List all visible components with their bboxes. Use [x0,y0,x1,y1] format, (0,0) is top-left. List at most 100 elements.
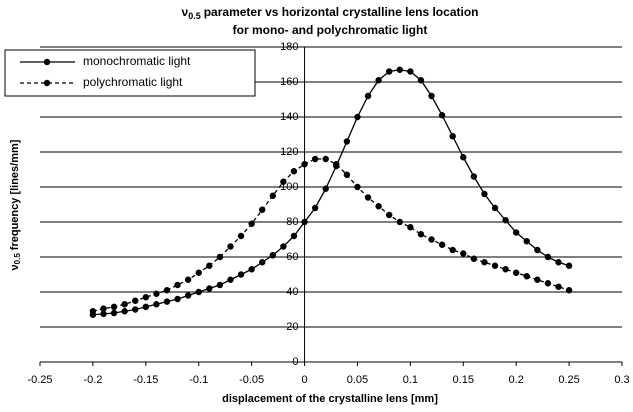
y-axis-label: ν0.5 frequency [lines/mm] [9,139,22,270]
data-point [386,68,393,75]
x-tick-label: 0.05 [347,374,368,386]
data-point [290,232,298,240]
data-point [153,290,160,297]
data-point [174,295,181,303]
data-point [449,246,456,254]
data-point [407,68,414,75]
data-point [502,217,509,224]
data-point [206,262,213,269]
data-point [460,154,467,161]
y-tick-label: 20 [286,321,298,333]
series-line [92,158,570,312]
x-tick-label: 0.15 [453,374,474,386]
data-point [132,297,139,304]
data-point [227,276,234,283]
data-point [195,288,202,296]
data-point [523,238,530,245]
data-point [206,285,213,292]
data-point [280,243,287,250]
data-point [438,241,446,248]
data-point [364,92,372,100]
data-point [269,192,276,199]
x-tick-label: 0.1 [403,374,418,386]
x-tick-label: -0.1 [189,374,208,386]
ylabel-symbol: ν [9,264,21,270]
data-point [301,218,308,226]
data-point [449,133,456,140]
data-point [280,178,287,185]
data-point [322,155,329,163]
title-text: parameter vs horizontal crystalline lens… [204,5,479,19]
series-line [92,69,570,316]
data-point [110,309,118,317]
data-point [121,308,128,315]
data-point [216,253,224,261]
data-point [544,253,552,261]
x-tick-label: -0.25 [27,374,52,386]
x-tick-label: 0.25 [558,374,579,386]
data-point [523,273,530,280]
data-point [364,194,372,201]
chart-title: ν0.5 parameter vs horizontal crystalline … [182,5,479,21]
x-tick-label: -0.15 [133,374,158,386]
data-point [407,224,414,231]
data-point [555,259,562,266]
data-point [227,243,234,250]
data-point [396,66,403,73]
x-tick-label: 0 [301,374,307,386]
data-point [290,168,298,175]
data-point [237,232,245,240]
data-point [333,161,340,168]
data-point [375,77,382,84]
data-point [512,229,520,236]
data-point [110,303,118,311]
y-tick-label: 140 [280,111,298,123]
data-point [153,301,160,308]
data-point [354,183,361,191]
data-point [544,280,552,287]
data-point [174,281,181,289]
data-point [417,231,425,238]
data-point [438,112,446,119]
data-point [565,262,573,269]
y-tick-label: 40 [286,286,298,298]
x-tick-label: -0.2 [83,374,102,386]
data-point [481,190,488,198]
y-tick-label: 60 [286,251,298,263]
data-point [375,203,382,210]
data-point [502,266,509,273]
data-point [534,276,541,283]
data-point [259,206,266,213]
data-point [470,173,478,180]
data-point [269,252,276,259]
data-point [311,204,319,212]
data-point [417,77,425,84]
data-point [184,276,192,283]
ylabel-subscript: 0.5 [13,253,22,265]
data-point [163,287,171,294]
data-point [237,271,245,278]
y-tick-label: 180 [280,41,298,53]
data-point [470,255,478,262]
data-point [195,269,202,276]
data-point [301,161,308,168]
data-point [354,113,361,121]
data-point [428,236,435,243]
data-point [322,185,329,192]
data-point [100,305,107,312]
data-point [512,269,520,276]
data-point [428,92,435,100]
data-point [132,306,139,313]
legend-marker [43,58,51,66]
data-point [386,211,393,219]
data-point [491,262,499,269]
data-point [248,266,255,273]
y-tick-label: 160 [280,76,298,88]
data-point [343,171,351,178]
data-point [142,294,150,301]
ylabel-text: frequency [lines/mm] [9,139,21,250]
data-point [343,138,351,145]
data-point [460,250,467,257]
x-tick-label: 0.2 [509,374,524,386]
